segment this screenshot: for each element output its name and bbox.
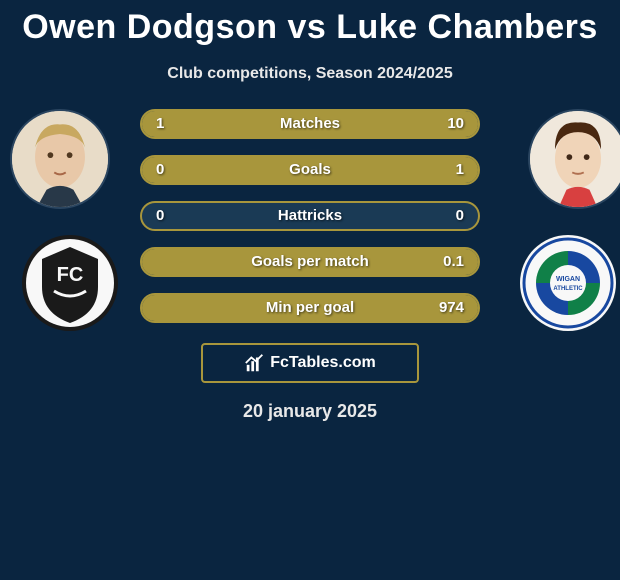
watermark-text: FcTables.com bbox=[270, 354, 376, 372]
stat-bar: 974Min per goal bbox=[140, 293, 480, 323]
club-right-badge: WIGAN ATHLETIC bbox=[518, 233, 618, 333]
club-right-crest-icon: WIGAN ATHLETIC bbox=[518, 233, 618, 333]
stat-bar: 00Hattricks bbox=[140, 201, 480, 231]
player-right-face-icon bbox=[530, 111, 620, 207]
player-left-face-icon bbox=[12, 111, 108, 207]
stat-bar: 01Goals bbox=[140, 155, 480, 185]
subtitle: Club competitions, Season 2024/2025 bbox=[0, 65, 620, 83]
stat-label: Goals bbox=[142, 161, 478, 178]
club-left-badge: FC bbox=[20, 233, 120, 333]
stat-bars: 110Matches 01Goals 00Hattricks 0.1Goals per… bbox=[140, 109, 480, 339]
stat-bar: 0.1Goals per match bbox=[140, 247, 480, 277]
watermark-badge: FcTables.com bbox=[201, 343, 419, 383]
svg-text:ATHLETIC: ATHLETIC bbox=[553, 286, 583, 292]
player-right-avatar bbox=[528, 109, 620, 209]
date-text: 20 january 2025 bbox=[0, 401, 620, 422]
stat-label: Goals per match bbox=[142, 253, 478, 270]
club-left-crest-icon: FC bbox=[20, 233, 120, 333]
page-title: Owen Dodgson vs Luke Chambers bbox=[0, 0, 620, 47]
chart-icon bbox=[244, 352, 266, 374]
stat-label: Matches bbox=[142, 115, 478, 132]
svg-text:WIGAN: WIGAN bbox=[556, 276, 580, 283]
stat-label: Hattricks bbox=[142, 207, 478, 224]
comparison-panel: FC WIGAN ATHLETIC 110Matches 01Goals 00Hat… bbox=[0, 103, 620, 333]
svg-text:FC: FC bbox=[57, 264, 84, 286]
stat-label: Min per goal bbox=[142, 299, 478, 316]
player-left-avatar bbox=[10, 109, 110, 209]
stat-bar: 110Matches bbox=[140, 109, 480, 139]
